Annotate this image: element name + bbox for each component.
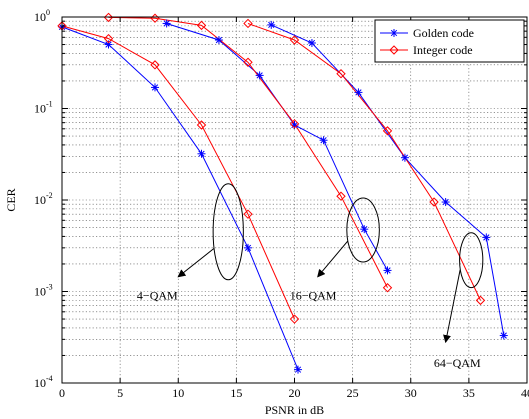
data-point-golden-code bbox=[482, 233, 491, 242]
data-point-integer-code bbox=[243, 18, 253, 29]
marker-stroke bbox=[268, 21, 275, 29]
data-point-integer-code bbox=[336, 191, 346, 201]
marker-stroke bbox=[442, 198, 449, 206]
data-point-integer-code bbox=[382, 126, 393, 136]
data-point-integer-code bbox=[289, 119, 300, 129]
series-lines bbox=[61, 16, 505, 370]
y-tick-label: 10-2 bbox=[34, 191, 53, 207]
data-point-golden-code bbox=[104, 40, 113, 49]
data-point-integer-code bbox=[475, 295, 486, 306]
data-point-integer-code bbox=[196, 120, 207, 130]
x-axis-label: PSNR in dB bbox=[265, 403, 324, 417]
annotation-ellipse bbox=[212, 183, 244, 281]
legend-box bbox=[374, 19, 525, 63]
marker-stroke bbox=[361, 226, 368, 233]
data-point-golden-code bbox=[441, 198, 450, 207]
series-line-integer-code-5 bbox=[247, 23, 481, 301]
y-tick-label: 10-4 bbox=[34, 374, 53, 390]
x-tick-label: 0 bbox=[59, 386, 65, 400]
legend-label-golden-code: Golden code bbox=[413, 26, 474, 40]
series-line-integer-code-1 bbox=[61, 25, 295, 320]
annotation-arrow bbox=[177, 248, 215, 278]
data-point-integer-code bbox=[429, 197, 439, 207]
data-point-golden-code bbox=[319, 136, 328, 145]
data-point-golden-code bbox=[244, 243, 252, 252]
data-point-integer-code bbox=[289, 35, 300, 45]
data-point-integer-code bbox=[289, 314, 300, 324]
annotation-ellipse bbox=[459, 232, 484, 289]
legend: Golden code Integer code bbox=[374, 19, 525, 63]
data-point-golden-code bbox=[307, 38, 316, 47]
data-point-golden-code bbox=[197, 149, 206, 158]
legend-marker-integer-code bbox=[389, 45, 399, 55]
marker-stroke bbox=[198, 150, 205, 157]
data-point-golden-code bbox=[293, 365, 302, 374]
data-point-golden-code bbox=[151, 83, 159, 92]
annotation-label: 64−QAM bbox=[434, 356, 481, 370]
marker-stroke bbox=[390, 29, 398, 37]
annotation-arrow bbox=[317, 240, 349, 278]
x-tick-label: 25 bbox=[347, 386, 359, 400]
y-tick-label: 100 bbox=[34, 8, 50, 24]
data-point-integer-code bbox=[243, 209, 253, 219]
data-point-golden-code bbox=[354, 88, 363, 97]
y-tick-label: 10-3 bbox=[34, 283, 53, 299]
marker-stroke bbox=[483, 234, 490, 241]
data-point-integer-code bbox=[103, 12, 114, 23]
data-point-integer-code bbox=[150, 60, 160, 70]
x-tick-label: 20 bbox=[289, 386, 301, 400]
x-tick-label: 5 bbox=[117, 386, 123, 400]
annotation-label: 16−QAM bbox=[290, 288, 337, 302]
data-point-golden-code bbox=[214, 36, 223, 45]
data-point-golden-code bbox=[499, 331, 508, 340]
data-point-golden-code bbox=[383, 266, 392, 275]
marker-stroke bbox=[291, 121, 298, 129]
annotation-arrow bbox=[443, 269, 461, 344]
series-line-golden-code-0 bbox=[61, 26, 299, 370]
x-tick-label: 10 bbox=[172, 386, 184, 400]
legend-marker-golden-code bbox=[390, 29, 398, 37]
marker-stroke bbox=[151, 84, 159, 91]
annotation-label: 4−QAM bbox=[137, 288, 178, 302]
data-point-golden-code bbox=[162, 19, 171, 28]
data-point-integer-code bbox=[103, 33, 114, 44]
series-line-golden-code-2 bbox=[166, 23, 388, 271]
data-point-integer-code bbox=[196, 20, 207, 31]
marker-stroke bbox=[384, 267, 391, 274]
axis-ticks: 0 5 10 15 20 25 30 35 40 100 10-1 10-2 10-3 10-4 bbox=[34, 8, 529, 400]
marker-stroke bbox=[401, 154, 409, 161]
annotation-ellipse bbox=[346, 197, 380, 263]
marker-stroke bbox=[256, 72, 263, 79]
series-markers bbox=[57, 12, 508, 374]
data-point-integer-code bbox=[243, 57, 253, 67]
data-point-golden-code bbox=[400, 153, 409, 162]
data-point-integer-code bbox=[336, 69, 346, 79]
marker-stroke bbox=[355, 89, 362, 96]
x-tick-label: 40 bbox=[521, 386, 529, 400]
y-tick-label: 10-1 bbox=[34, 100, 53, 116]
data-point-golden-code bbox=[360, 225, 369, 234]
y-axis-label: CER bbox=[4, 188, 18, 211]
data-point-golden-code bbox=[255, 71, 264, 80]
data-point-integer-code bbox=[382, 283, 393, 293]
x-tick-label: 15 bbox=[230, 386, 242, 400]
marker-stroke bbox=[294, 366, 302, 373]
marker-stroke bbox=[105, 41, 112, 48]
marker-stroke bbox=[244, 244, 252, 251]
marker-stroke bbox=[320, 137, 327, 144]
grid-lines bbox=[62, 17, 527, 383]
x-tick-label: 35 bbox=[463, 386, 475, 400]
marker-stroke bbox=[163, 20, 170, 27]
marker-stroke bbox=[308, 39, 316, 47]
marker-stroke bbox=[215, 36, 223, 44]
data-point-golden-code bbox=[267, 20, 276, 29]
x-tick-label: 30 bbox=[405, 386, 417, 400]
legend-label-integer-code: Integer code bbox=[413, 43, 473, 57]
annotations: 4−QAM 16−QAM 64−QAM bbox=[137, 183, 484, 370]
series-line-integer-code-3 bbox=[108, 16, 388, 288]
marker-stroke bbox=[500, 332, 507, 339]
